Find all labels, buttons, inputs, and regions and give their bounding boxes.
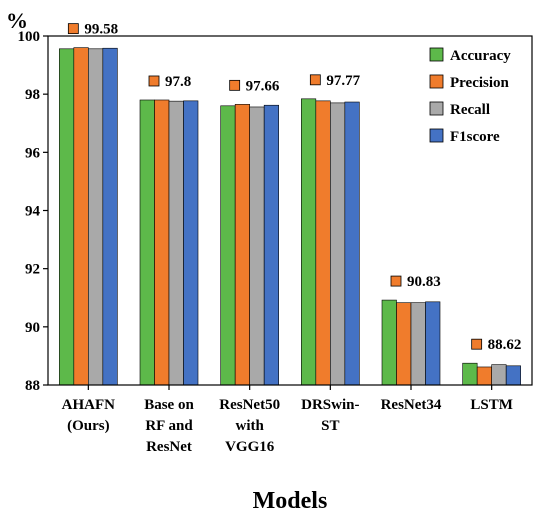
y-tick-label: 96 bbox=[25, 145, 41, 161]
bar-accuracy-0 bbox=[59, 48, 75, 386]
bar-recall-4 bbox=[410, 302, 426, 386]
bar-accuracy-2 bbox=[220, 105, 236, 386]
bar-recall-2 bbox=[249, 106, 265, 386]
category-label-line: Base on bbox=[144, 397, 194, 413]
bar-recall-0 bbox=[88, 48, 104, 386]
y-tick-label: 98 bbox=[25, 87, 40, 103]
bar-recall-5 bbox=[491, 364, 507, 386]
bar-accuracy-5 bbox=[462, 362, 478, 386]
bar-precision-0 bbox=[73, 47, 89, 386]
bar-accuracy-4 bbox=[381, 299, 397, 386]
legend-label: Accuracy bbox=[450, 48, 511, 64]
y-axis-label: % bbox=[6, 8, 28, 33]
legend-swatch-f1score bbox=[429, 128, 444, 143]
legend-swatch-precision bbox=[429, 74, 444, 89]
category-label-line: VGG16 bbox=[225, 439, 275, 455]
legend-label: Precision bbox=[450, 75, 510, 91]
axes-group: 88 90 92 94 96 98 100 AHAFN (Ours) Base on RF and R… bbox=[18, 29, 533, 455]
bar-accuracy-1 bbox=[139, 99, 155, 386]
category-label-line: ResNet50 bbox=[219, 397, 280, 413]
category-label-line: (Ours) bbox=[67, 418, 110, 434]
annotation-marker bbox=[229, 79, 241, 91]
legend-swatch-accuracy bbox=[429, 47, 444, 62]
category-label-line: AHAFN bbox=[62, 397, 115, 413]
bar-precision-4 bbox=[396, 302, 412, 386]
bar-f1score-3 bbox=[344, 101, 360, 386]
annotation-label: 97.77 bbox=[326, 73, 360, 89]
y-tick-label: 92 bbox=[25, 262, 40, 278]
legend-label: Recall bbox=[450, 102, 490, 118]
y-tick-label: 88 bbox=[25, 378, 40, 394]
annotation-label: 99.58 bbox=[84, 22, 118, 38]
annotation-marker bbox=[67, 23, 79, 35]
category-label-line: RF and bbox=[145, 418, 193, 434]
annotation-marker bbox=[390, 275, 402, 287]
bar-accuracy-3 bbox=[301, 98, 317, 386]
bar-precision-2 bbox=[234, 104, 250, 386]
y-tick-label: 100 bbox=[18, 29, 41, 45]
bar-precision-3 bbox=[315, 100, 331, 386]
category-label-line: ST bbox=[321, 418, 339, 434]
bar-recall-1 bbox=[168, 100, 184, 386]
annotation-label: 90.83 bbox=[407, 274, 441, 290]
y-tick-label: 90 bbox=[25, 320, 40, 336]
bar-precision-1 bbox=[154, 99, 170, 386]
category-label-line: DRSwin- bbox=[301, 397, 359, 413]
y-tick-label: 94 bbox=[25, 204, 41, 220]
bar-f1score-1 bbox=[183, 100, 199, 386]
annotation-label: 97.66 bbox=[246, 78, 280, 94]
bar-f1score-4 bbox=[425, 301, 441, 386]
legend: Accuracy Precision Recall F1score bbox=[429, 47, 511, 145]
category-label: LSTM bbox=[470, 397, 513, 413]
annotation-marker bbox=[309, 74, 321, 86]
category-label: AHAFN (Ours) bbox=[62, 397, 115, 434]
annotations-group: 99.58 97.8 97.66 97.77 90.83 88.62 bbox=[67, 22, 522, 353]
category-label-line: ResNet34 bbox=[381, 397, 442, 413]
legend-swatch-recall bbox=[429, 101, 444, 116]
legend-label: F1score bbox=[450, 129, 500, 145]
category-label-line: ResNet bbox=[146, 439, 192, 455]
bar-f1score-2 bbox=[263, 104, 279, 386]
category-label: ResNet50 with VGG16 bbox=[219, 397, 280, 455]
bar-f1score-5 bbox=[505, 365, 521, 386]
annotation-label: 88.62 bbox=[488, 337, 522, 353]
x-axis-label: Models bbox=[253, 488, 328, 514]
annotation-marker bbox=[148, 75, 160, 87]
bar-recall-3 bbox=[330, 102, 346, 386]
bar-precision-5 bbox=[476, 366, 492, 386]
category-label-line: with bbox=[235, 418, 264, 434]
category-label: Base on RF and ResNet bbox=[144, 397, 194, 455]
annotation-marker bbox=[471, 338, 483, 350]
category-label-line: LSTM bbox=[470, 397, 513, 413]
bar-f1score-0 bbox=[102, 47, 118, 386]
category-label: ResNet34 bbox=[381, 397, 442, 413]
annotation-label: 97.8 bbox=[165, 74, 191, 90]
bars-group bbox=[59, 47, 521, 386]
category-label: DRSwin- ST bbox=[301, 397, 359, 434]
